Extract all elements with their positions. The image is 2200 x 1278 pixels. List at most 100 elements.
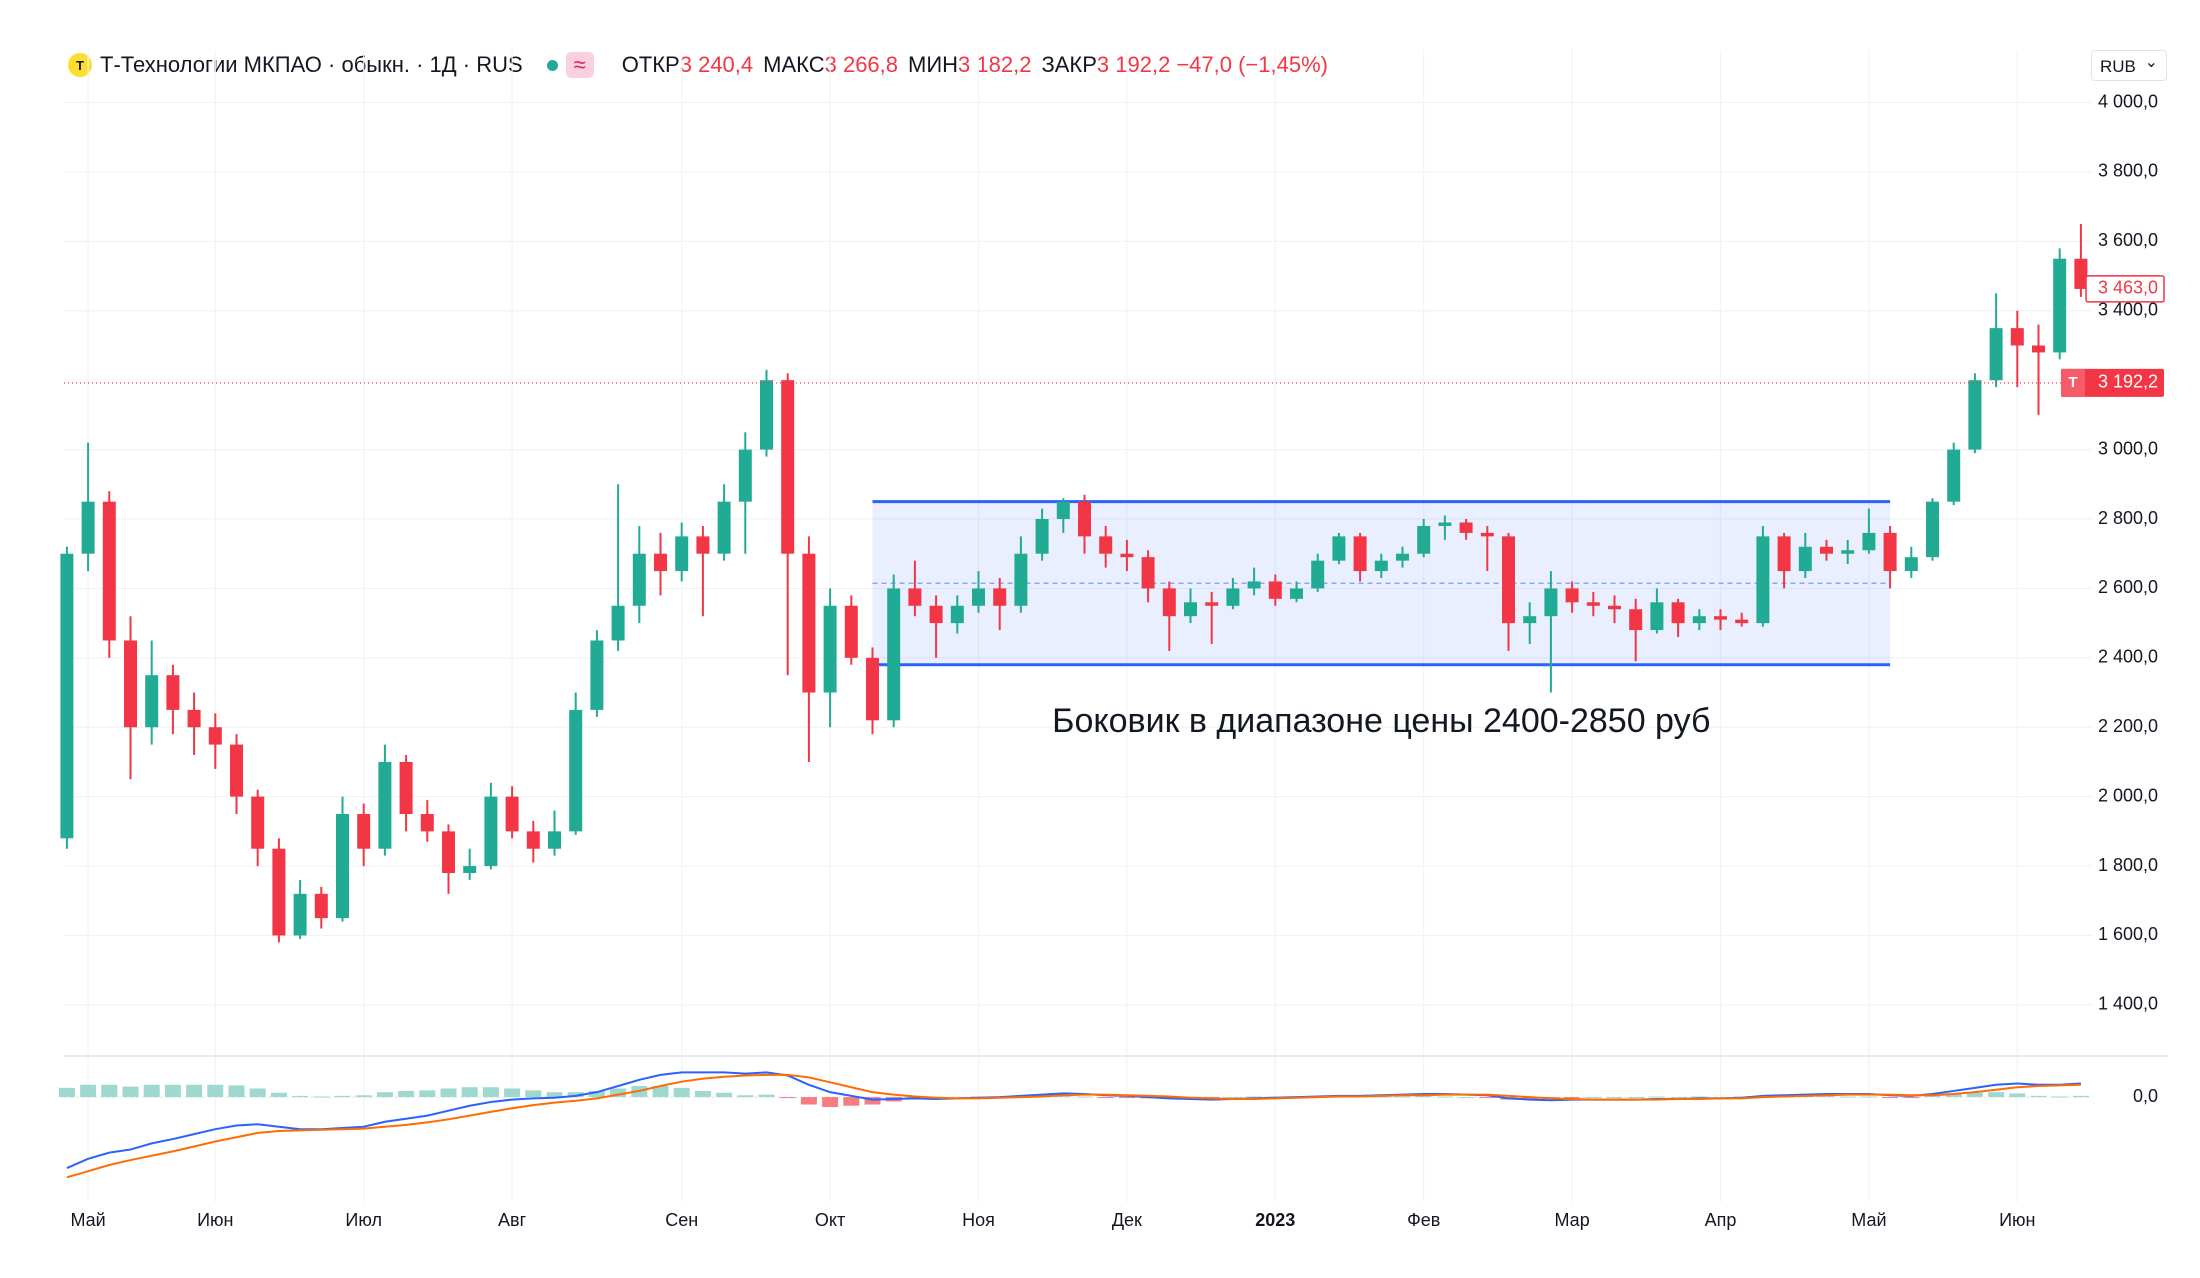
histogram-bar — [1076, 1096, 1093, 1098]
candle-body — [1735, 619, 1749, 624]
candle-body — [526, 831, 540, 849]
candle-body — [1692, 616, 1706, 624]
histogram-bar — [800, 1097, 817, 1105]
y-tick-label: 2 000,0 — [2098, 785, 2158, 805]
candle-body — [145, 675, 159, 728]
y-tick-label: 1 400,0 — [2098, 994, 2158, 1014]
candle-body — [1608, 605, 1621, 610]
candle-body — [1586, 602, 1600, 606]
histogram-bar — [313, 1096, 330, 1098]
candle-body — [548, 831, 561, 849]
candle-body — [1014, 553, 1028, 606]
histogram-bar — [1691, 1096, 1708, 1098]
high-label: МАКС — [763, 52, 825, 77]
price-tag-icon — [2061, 368, 2085, 397]
price-tag-label: 3 463,0 — [2098, 278, 2158, 298]
candle-body — [272, 848, 286, 936]
candle-body — [293, 893, 307, 936]
candle-body — [463, 866, 477, 874]
candle-body — [1374, 560, 1388, 572]
candle-body — [357, 814, 371, 849]
histogram-bar — [1860, 1096, 1877, 1098]
candle-body — [420, 814, 434, 832]
candle-body — [802, 553, 816, 693]
histogram-bar — [143, 1084, 160, 1098]
histogram-bar — [164, 1084, 181, 1098]
candle-body — [738, 449, 752, 502]
open-value: 3 240,4 — [679, 52, 754, 77]
histogram-bar — [737, 1095, 754, 1098]
x-tick-label: Апр — [1705, 1210, 1737, 1230]
currency-select[interactable]: RUB — [2091, 47, 2167, 81]
histogram-bar — [1670, 1097, 1687, 1099]
histogram-bar — [2009, 1093, 2026, 1098]
candle-body — [1989, 328, 2003, 381]
histogram-bar — [122, 1086, 139, 1098]
price-tag-icon-text: T — [2068, 374, 2077, 391]
histogram-bar — [1818, 1095, 1835, 1098]
candle-body — [1078, 501, 1091, 537]
histogram-bar — [2051, 1096, 2068, 1098]
session-icon[interactable]: ≈ — [565, 52, 594, 78]
candle-body — [378, 761, 392, 849]
candle-body — [1099, 536, 1113, 554]
histogram-bar — [1224, 1097, 1241, 1099]
candle-body — [1438, 522, 1452, 526]
candle-body — [166, 675, 180, 710]
candle-body — [208, 727, 222, 745]
candle-body — [251, 796, 265, 849]
histogram-bar — [461, 1087, 478, 1098]
x-tick-label: Май — [1851, 1210, 1886, 1230]
candle-body — [1650, 602, 1664, 631]
histogram-bar — [1246, 1096, 1263, 1098]
price-tag-box — [2061, 368, 2164, 397]
histogram-bar — [1479, 1097, 1496, 1099]
candle-body — [1714, 616, 1727, 620]
histogram-bar — [1945, 1094, 1962, 1098]
candle-body — [124, 640, 137, 728]
close-label: ЗАКР — [1041, 52, 1097, 77]
y-tick-label: 3 000,0 — [2098, 438, 2158, 458]
candle-body — [1162, 588, 1176, 617]
candle-body — [336, 814, 349, 919]
candle-body — [2032, 345, 2045, 353]
histogram-bar — [694, 1090, 711, 1098]
candle-body — [1184, 602, 1197, 617]
candle-body — [950, 605, 964, 624]
candle-body — [887, 588, 901, 721]
candle-body — [569, 709, 583, 832]
histogram-bar — [355, 1095, 372, 1098]
x-tick-label: Июн — [1999, 1210, 2035, 1230]
status-dot — [546, 59, 558, 71]
price-tag-label: 3 192,2 — [2098, 372, 2158, 392]
candle-body — [823, 605, 837, 693]
change-value: −47,0 (−1,45%) — [1176, 52, 1328, 77]
histogram-bar — [758, 1094, 775, 1098]
candle-body — [1353, 536, 1367, 572]
histogram-bar — [504, 1088, 521, 1098]
y-tick-label: 4 000,0 — [2098, 91, 2158, 111]
candle-body — [2010, 328, 2024, 346]
y-tick-label: 2 200,0 — [2098, 716, 2158, 736]
candle-body — [1311, 560, 1325, 589]
y-tick-label: 2 800,0 — [2098, 508, 2158, 528]
histogram-bar — [1436, 1096, 1453, 1098]
symbol-title[interactable]: Т-Технологии МКПАО · обыкн. · 1Д · RUS — [100, 52, 523, 77]
histogram-bar — [2072, 1095, 2089, 1098]
histogram-bar — [1415, 1095, 1432, 1098]
candle-body — [1841, 550, 1855, 554]
histogram-bar — [1118, 1097, 1135, 1099]
candle-body — [1247, 581, 1261, 589]
candle-body — [1777, 536, 1791, 572]
close-value: 3 192,2 — [1096, 52, 1171, 77]
range-label: Боковик в диапазоне цены 2400-2850 руб — [1052, 702, 1710, 740]
histogram-bar — [419, 1090, 436, 1098]
candle-body — [1205, 602, 1219, 606]
histogram-bar — [376, 1092, 393, 1098]
histogram-bar — [1521, 1097, 1538, 1100]
candle-body — [81, 501, 95, 554]
candle-body — [399, 761, 413, 815]
histogram-bar — [1458, 1097, 1475, 1099]
histogram-bar — [673, 1087, 690, 1098]
candle-body — [230, 744, 243, 797]
